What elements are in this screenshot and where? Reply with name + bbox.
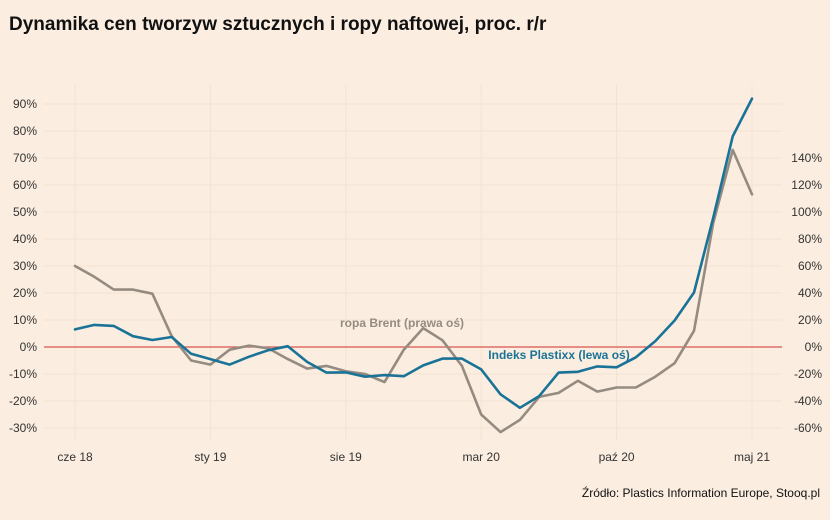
x-tick-label: paź 20 — [599, 450, 635, 464]
left-axis-tick-labels: -30% -20% -10% 0% 10% 20% 30% 40% 50% 60% 70% 80% 90… — [9, 97, 37, 435]
x-tick-label: sty 19 — [194, 450, 226, 464]
left-tick-label: 50% — [13, 205, 37, 219]
series-lines — [73, 97, 754, 434]
right-tick-label: 120% — [791, 178, 822, 192]
left-tick-label: 80% — [13, 124, 37, 138]
source-note: Źródło: Plastics Information Europe, Sto… — [581, 486, 820, 500]
series-line-plastixx — [73, 97, 754, 410]
left-tick-label: 40% — [13, 232, 37, 246]
left-tick-label: 70% — [13, 151, 37, 165]
x-tick-label: sie 19 — [330, 450, 362, 464]
left-tick-label: -20% — [9, 394, 37, 408]
right-tick-label: 40% — [798, 286, 822, 300]
right-tick-label: 140% — [791, 151, 822, 165]
left-tick-label: -10% — [9, 367, 37, 381]
right-tick-label: 60% — [798, 259, 822, 273]
x-tick-label: maj 21 — [734, 450, 770, 464]
gridlines — [44, 85, 782, 440]
left-tick-label: 90% — [13, 97, 37, 111]
x-tick-label: mar 20 — [463, 450, 501, 464]
left-tick-label: 30% — [13, 259, 37, 273]
right-tick-label: -60% — [794, 421, 822, 435]
brent-series-label: ropa Brent (prawa oś) — [340, 316, 464, 330]
right-tick-label: -40% — [794, 394, 822, 408]
chart-title: Dynamika cen tworzyw sztucznych i ropy n… — [9, 14, 547, 35]
right-tick-label: 20% — [798, 313, 822, 327]
right-tick-label: -20% — [794, 367, 822, 381]
x-axis-tick-labels: cze 18 sty 19 sie 19 mar 20 paź 20 maj 21 — [57, 450, 770, 464]
right-tick-label: 100% — [791, 205, 822, 219]
series-annotations: ropa Brent (prawa oś) Indeks Plastixx (le… — [340, 316, 630, 362]
line-chart: -30% -20% -10% 0% 10% 20% 30% 40% 50% 60% 70% 80% 90… — [9, 85, 822, 464]
left-tick-label: 60% — [13, 178, 37, 192]
left-tick-label: 0% — [20, 340, 38, 354]
left-tick-label: -30% — [9, 421, 37, 435]
left-tick-label: 20% — [13, 286, 37, 300]
x-tick-label: cze 18 — [57, 450, 93, 464]
right-tick-label: 0% — [805, 340, 823, 354]
left-tick-label: 10% — [13, 313, 37, 327]
right-axis-tick-labels: -60% -40% -20% 0% 20% 40% 60% 80% 100% 120% 140% — [791, 151, 822, 435]
right-tick-label: 80% — [798, 232, 822, 246]
series-line-brent — [73, 148, 754, 434]
plastixx-series-label: Indeks Plastixx (lewa oś) — [488, 348, 629, 362]
